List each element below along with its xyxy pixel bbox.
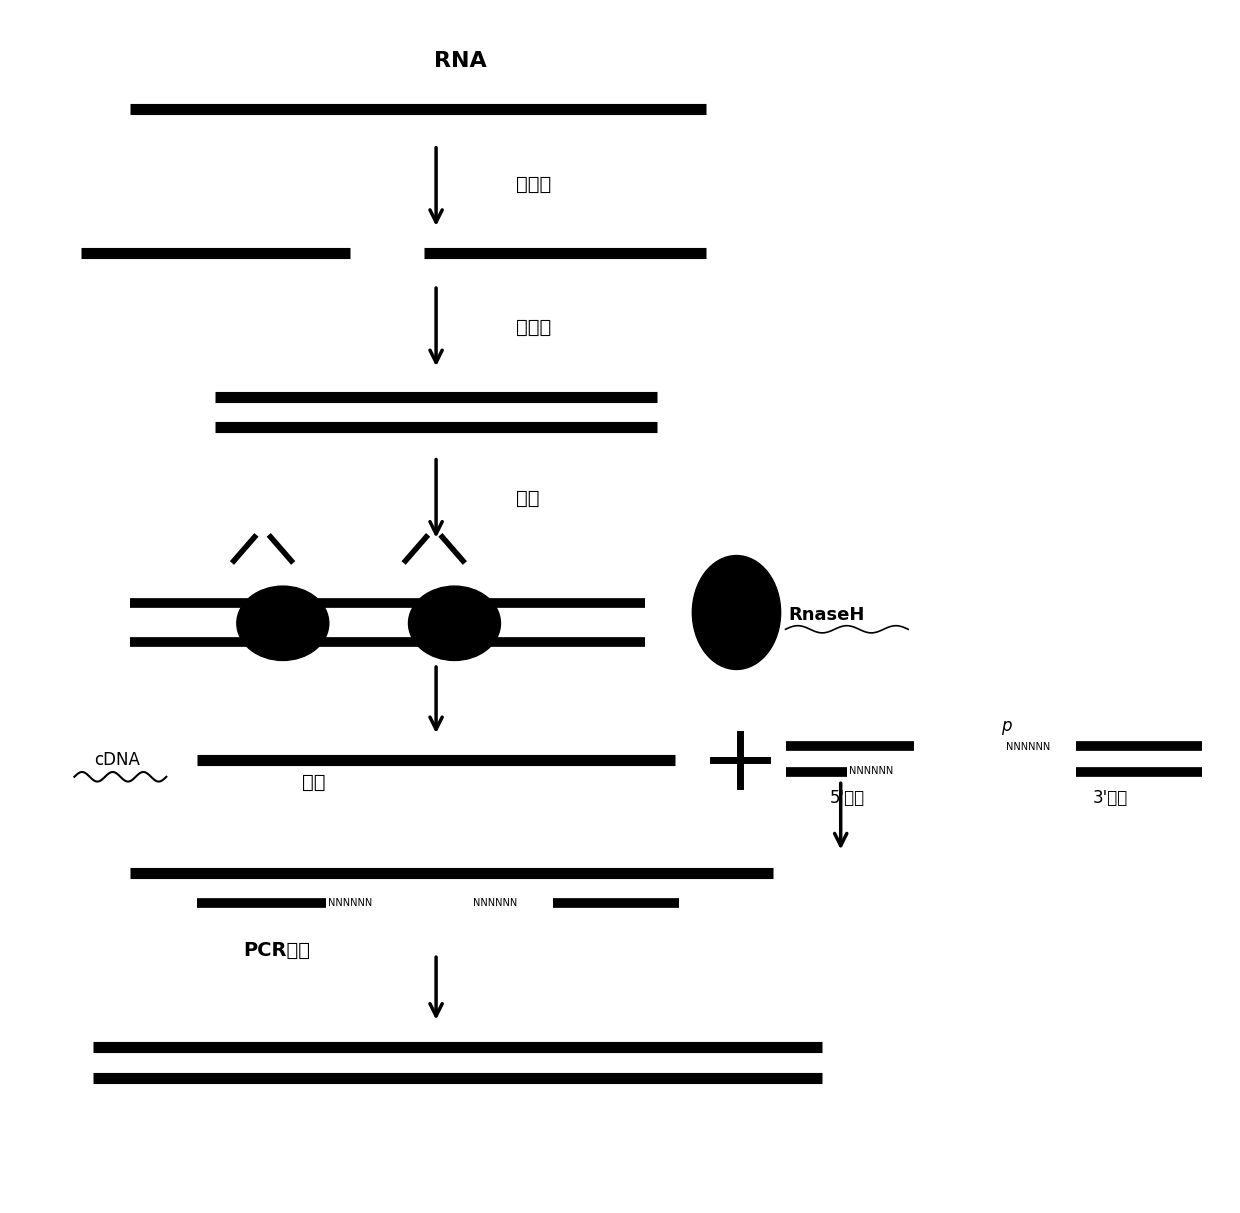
Text: 3'接头: 3'接头 [1092,790,1128,808]
Text: NNNNNN: NNNNNN [1006,742,1050,752]
Text: RNA: RNA [434,51,487,70]
Text: NNNNNN: NNNNNN [472,898,517,907]
Text: 消化: 消化 [516,489,539,508]
Text: 片段化: 片段化 [516,175,551,194]
Text: cDNA: cDNA [94,751,140,769]
Text: p: p [1001,717,1012,735]
Text: PCR扩增: PCR扩增 [243,941,310,961]
Ellipse shape [692,556,781,670]
Ellipse shape [237,586,329,660]
Text: NNNNNN: NNNNNN [849,765,894,776]
Text: 连接: 连接 [301,773,325,792]
Text: 逆转录: 逆转录 [516,318,551,336]
Text: NNNNNN: NNNNNN [329,898,372,907]
Text: 5'接头: 5'接头 [830,790,864,808]
Ellipse shape [408,586,501,660]
Text: RnaseH: RnaseH [787,606,864,623]
